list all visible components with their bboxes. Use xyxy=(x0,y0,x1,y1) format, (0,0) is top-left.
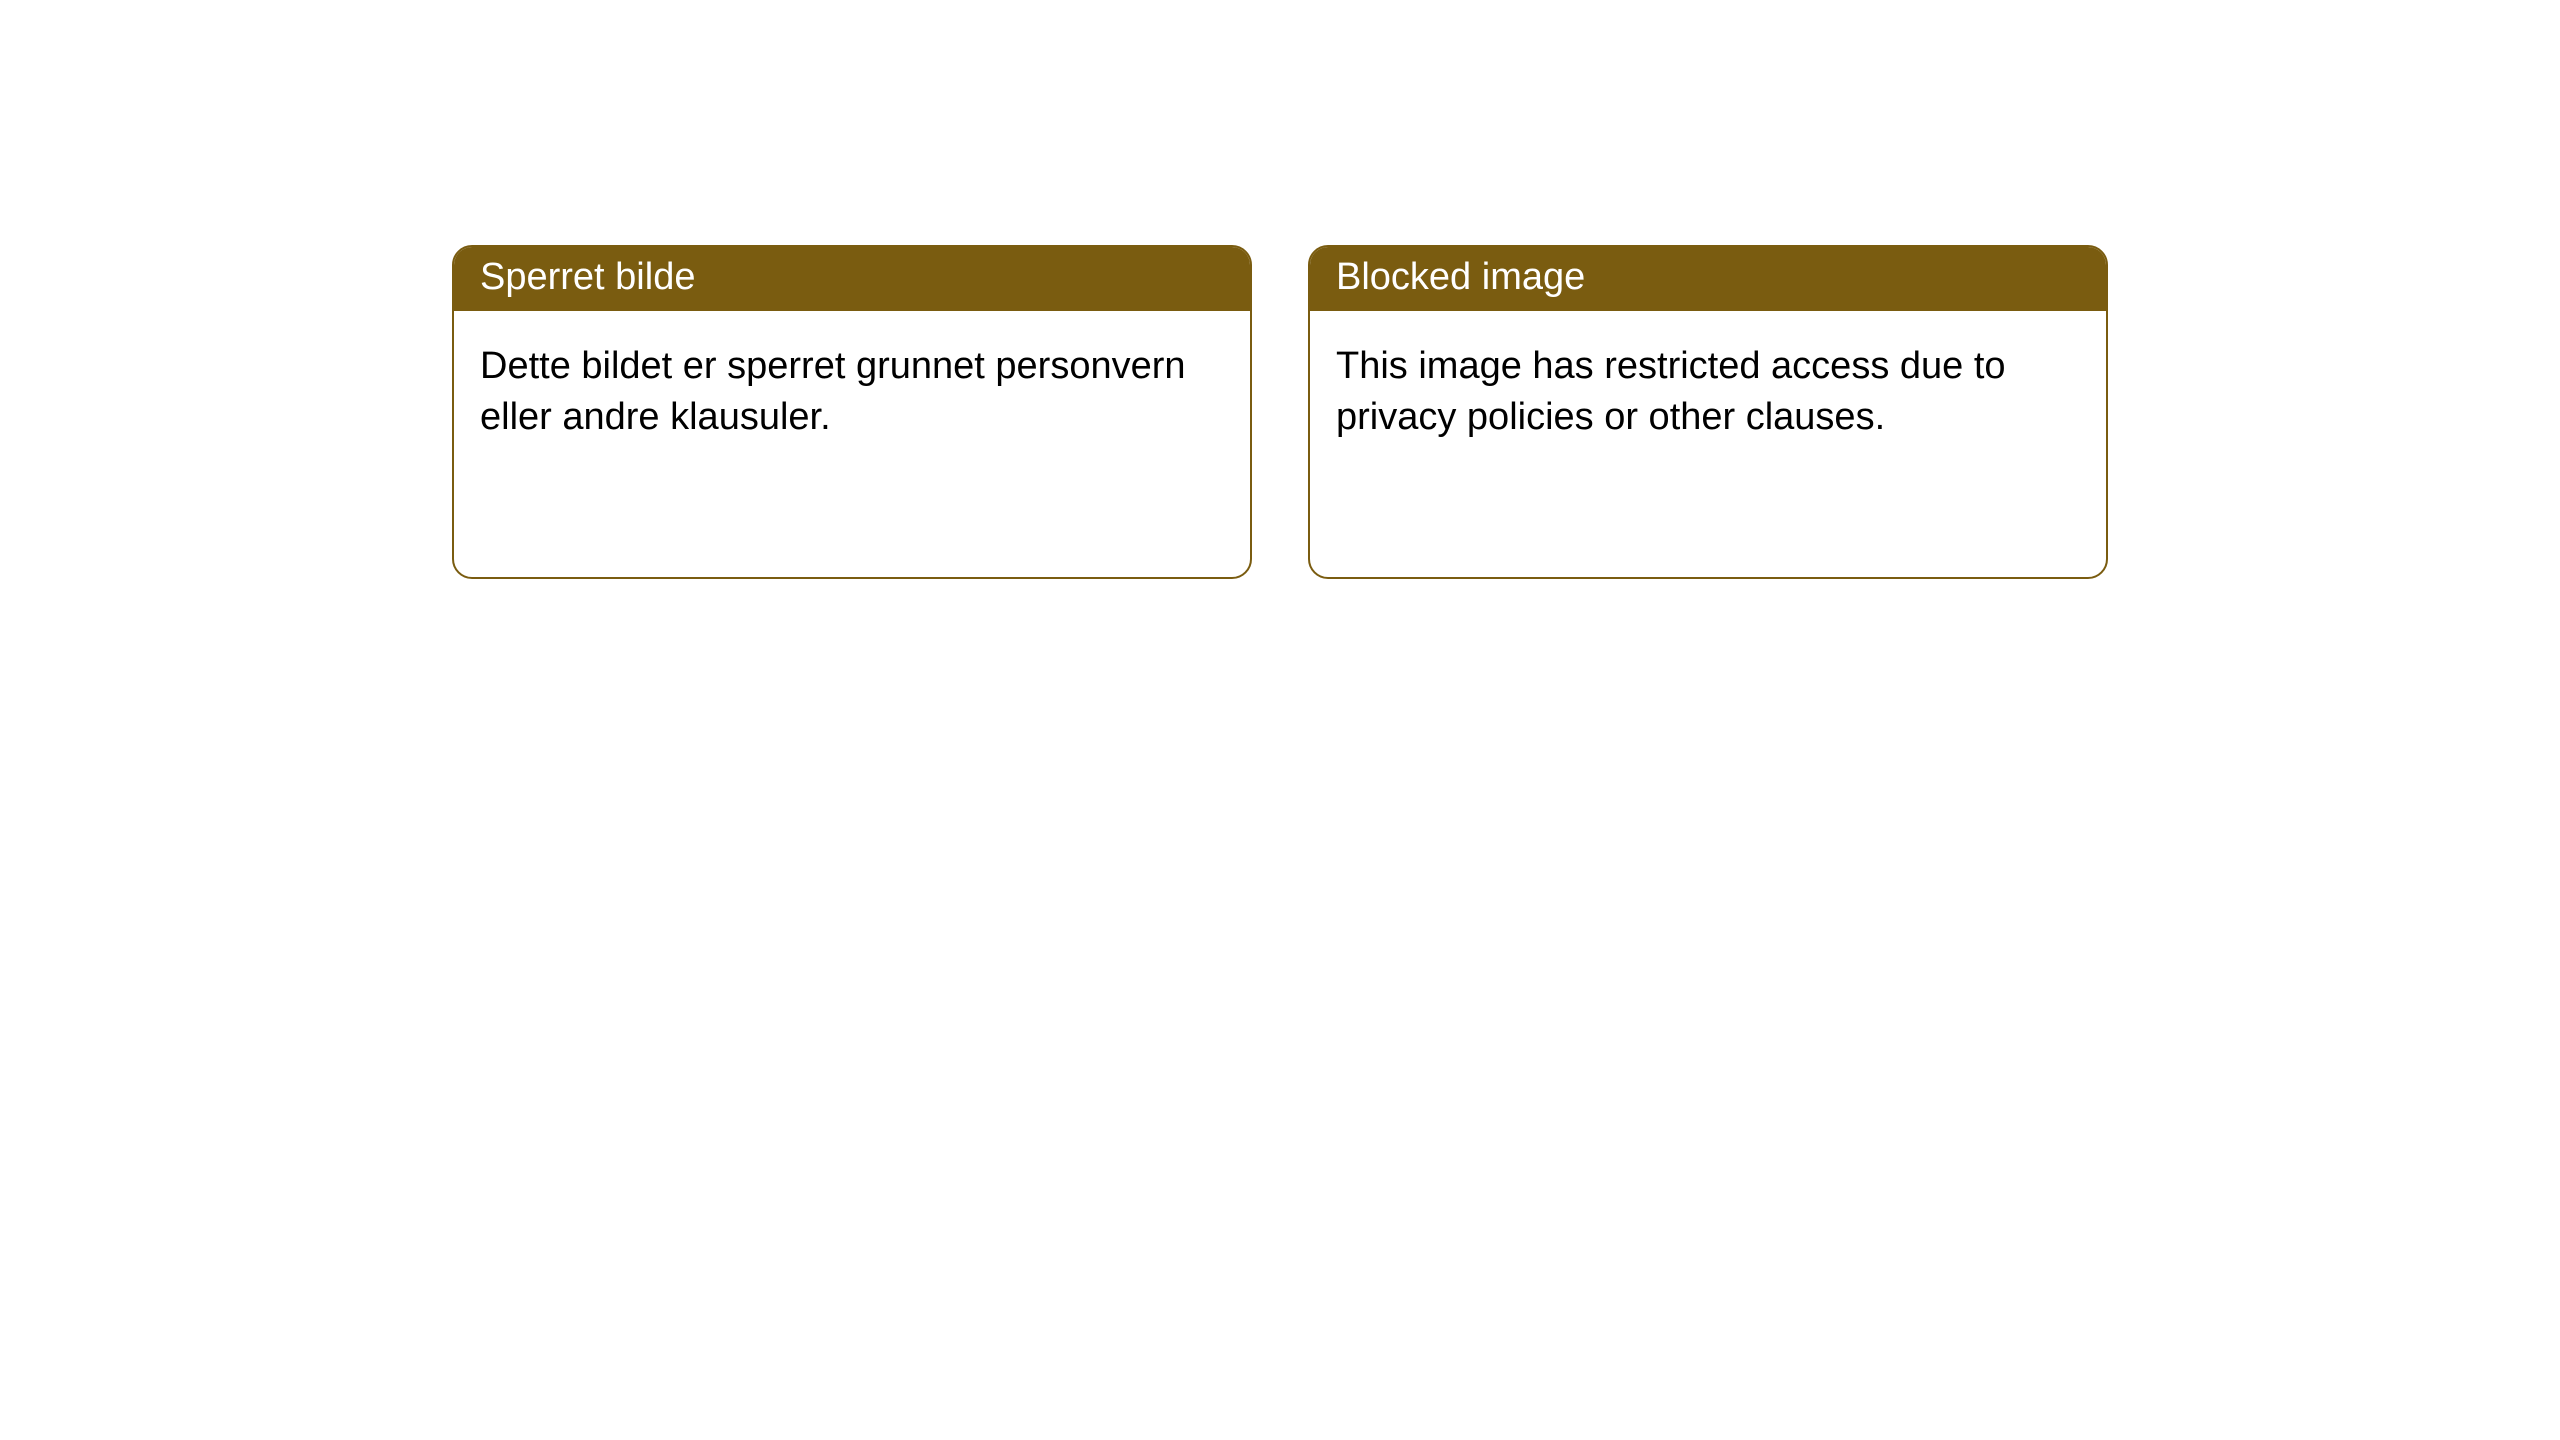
notice-card-norwegian: Sperret bilde Dette bildet er sperret gr… xyxy=(452,245,1252,579)
card-header: Sperret bilde xyxy=(454,247,1250,311)
card-header: Blocked image xyxy=(1310,247,2106,311)
card-body: This image has restricted access due to … xyxy=(1310,311,2106,474)
card-body: Dette bildet er sperret grunnet personve… xyxy=(454,311,1250,474)
notice-card-english: Blocked image This image has restricted … xyxy=(1308,245,2108,579)
notice-cards-container: Sperret bilde Dette bildet er sperret gr… xyxy=(0,0,2560,579)
